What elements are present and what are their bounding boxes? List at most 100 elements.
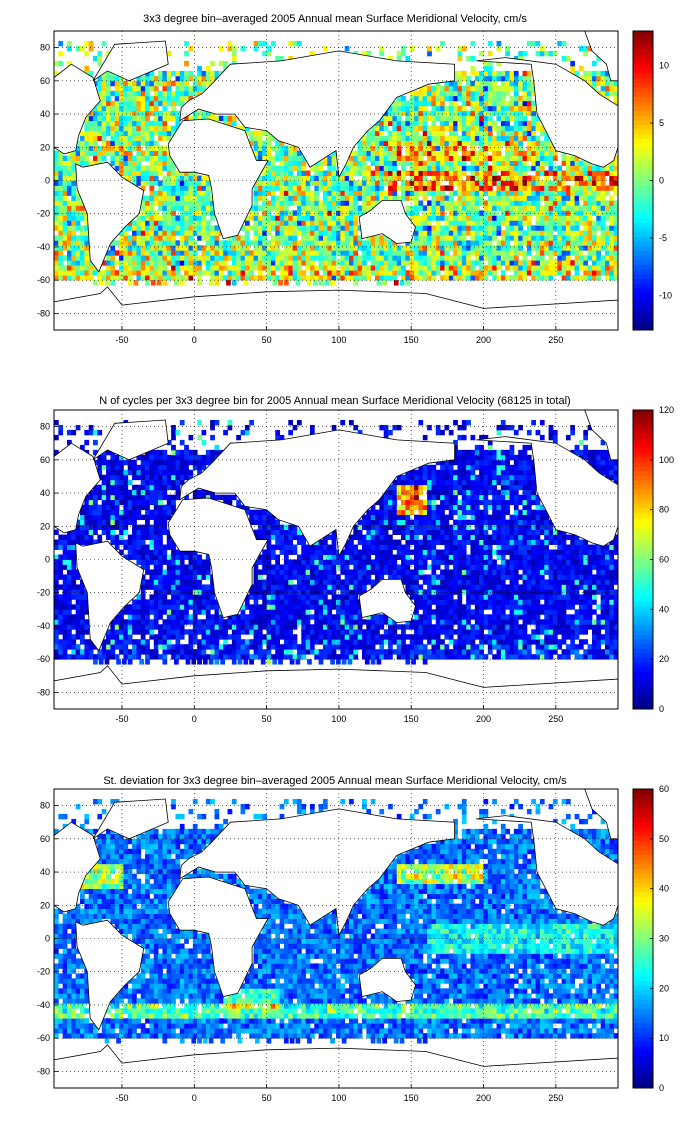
heat-cell (548, 250, 554, 256)
y-tick-label: -80 (37, 308, 50, 318)
heat-cell (318, 250, 324, 256)
heat-cell (266, 185, 272, 191)
heat-cell (440, 145, 445, 151)
heat-cell (166, 85, 172, 92)
heat-cell (119, 115, 124, 122)
heat-cell (218, 45, 224, 52)
heat-cell (604, 205, 610, 211)
heat-cell (153, 190, 159, 196)
heat-cell (370, 639, 376, 645)
heat-cell (80, 639, 85, 645)
heat-cell (474, 130, 480, 137)
heat-cell (123, 140, 129, 147)
heat-cell (461, 654, 467, 660)
heat-cell (54, 275, 59, 281)
heat-cell (518, 170, 523, 176)
heat-cell (262, 215, 267, 221)
heat-cell (401, 110, 406, 117)
heat-cell (496, 644, 502, 650)
heat-cell (370, 634, 376, 640)
heat-cell (379, 639, 385, 645)
heat-cell (613, 260, 619, 266)
heat-cell (435, 130, 441, 137)
heat-cell (149, 75, 155, 82)
heat-cell (561, 230, 567, 236)
heat-cell (153, 270, 159, 276)
heat-cell (197, 654, 202, 660)
heat-cell (296, 265, 302, 271)
heat-cell (539, 190, 545, 196)
heat-cell (336, 200, 341, 206)
heat-cell (526, 639, 532, 645)
heat-cell (574, 654, 580, 660)
heat-cell (379, 50, 385, 57)
heat-cell (366, 629, 372, 635)
heat-cell (171, 629, 176, 635)
heat-cell (405, 105, 411, 112)
heat-cell (188, 190, 194, 196)
heat-cell (483, 160, 489, 166)
heat-cell (314, 215, 320, 221)
heat-cell (570, 65, 576, 72)
heat-cell (275, 240, 280, 246)
heat-cell (149, 100, 155, 107)
heat-cell (604, 90, 610, 97)
heat-cell (535, 120, 541, 127)
heat-cell (175, 80, 181, 87)
heat-cell (166, 165, 172, 171)
heat-cell (175, 205, 181, 211)
heat-cell (171, 654, 176, 660)
heat-cell (104, 280, 110, 286)
heat-cell (227, 270, 233, 276)
heat-cell (604, 190, 610, 196)
heat-cell (327, 260, 333, 266)
heat-cell (80, 210, 85, 216)
heat-cell (526, 195, 532, 201)
heat-cell (518, 245, 523, 251)
heat-cell (587, 265, 593, 271)
heat-cell (197, 649, 202, 655)
heat-cell (223, 624, 228, 630)
heat-cell (218, 619, 224, 625)
heat-cell (84, 155, 90, 161)
heat-cell (279, 185, 285, 191)
heat-cell (396, 245, 402, 251)
heat-cell (392, 150, 398, 156)
heat-cell (166, 270, 172, 276)
heat-cell (153, 250, 159, 256)
heat-cell (583, 629, 589, 635)
heat-cell (253, 195, 259, 201)
heat-cell (357, 195, 363, 201)
heat-cell (54, 160, 59, 166)
colorbar-step (633, 203, 653, 210)
heat-cell (526, 150, 532, 156)
heat-cell (340, 270, 346, 276)
heat-cell (283, 150, 289, 156)
heat-cell (305, 180, 311, 186)
heat-cell (272, 280, 278, 286)
heat-cell (62, 170, 68, 176)
heat-cell (474, 180, 480, 186)
heat-cell (518, 220, 523, 226)
heat-cell (153, 95, 159, 102)
heat-cell (518, 654, 523, 660)
heat-cell (565, 190, 571, 196)
heat-cell (179, 170, 185, 176)
heat-cell (283, 609, 289, 615)
heat-cell (544, 629, 549, 635)
heat-cell (166, 230, 172, 236)
heat-cell (513, 130, 519, 137)
colorbar-step (633, 129, 653, 135)
heat-cell (431, 125, 437, 132)
heat-cell (97, 80, 103, 87)
heat-cell (231, 275, 237, 281)
heat-cell (552, 190, 558, 196)
heat-cell (388, 649, 393, 655)
heat-cell (422, 614, 428, 620)
heat-cell (461, 95, 467, 102)
heat-cell (461, 245, 467, 251)
heat-cell (171, 160, 176, 166)
heat-cell (440, 644, 445, 650)
heat-cell (270, 614, 276, 620)
heat-cell (171, 235, 176, 241)
